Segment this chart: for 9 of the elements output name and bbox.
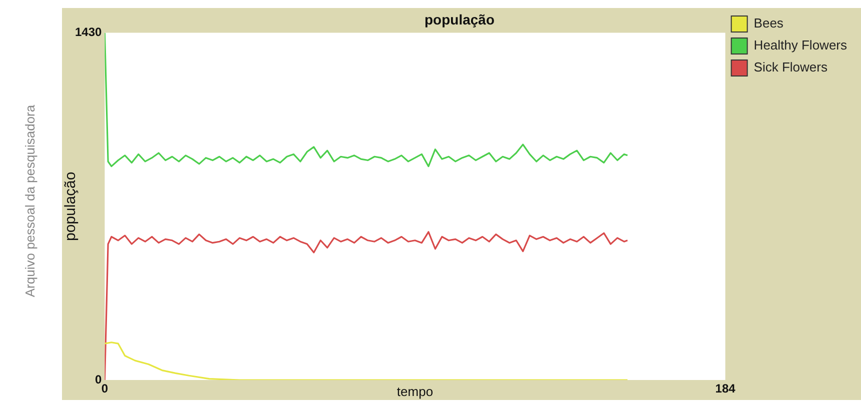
chart-title: população	[424, 11, 495, 28]
x-axis-title: tempo	[396, 384, 434, 399]
text: Arquivo pessoal da pesquisadora	[22, 104, 38, 298]
y-axis-title: população	[62, 172, 80, 242]
legend-label: Healthy Flowers	[754, 38, 848, 53]
legend-label: Bees	[754, 16, 784, 31]
x-tick-label: 184	[715, 382, 736, 396]
y-tick-label: 1430	[74, 25, 102, 40]
legend-label: Sick Flowers	[754, 60, 828, 75]
